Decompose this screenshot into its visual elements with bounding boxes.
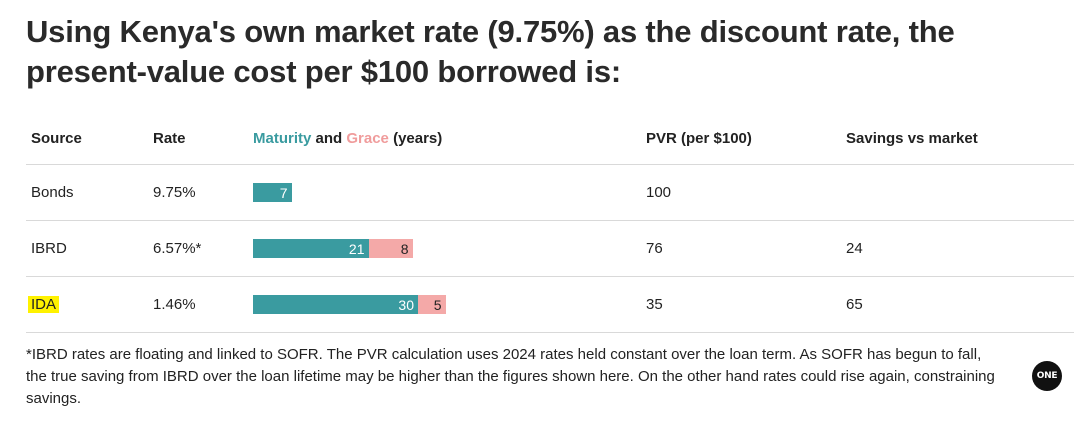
source-label-highlighted: IDA <box>28 296 60 313</box>
table-row: IBRD 6.57%* 21 8 76 24 <box>26 221 1074 277</box>
header-savings: Savings vs market <box>846 129 978 147</box>
bar-group: 7 <box>253 183 292 202</box>
maturity-bar: 7 <box>253 183 292 202</box>
page-title: Using Kenya's own market rate (9.75%) as… <box>26 14 955 89</box>
legend-grace: Grace <box>346 129 389 147</box>
table-row: Bonds 9.75% 7 100 <box>26 165 1074 221</box>
header-rate: Rate <box>153 129 186 147</box>
grace-label: 5 <box>433 296 442 313</box>
bar-group: 30 5 <box>253 295 446 314</box>
bar-group: 21 8 <box>253 239 413 258</box>
maturity-label: 7 <box>279 184 288 201</box>
pvr-cell: 76 <box>646 240 663 257</box>
legend-years: (years) <box>388 129 443 147</box>
maturity-bar: 21 <box>253 239 369 258</box>
maturity-label: 21 <box>348 240 365 257</box>
pvr-table: Source Rate Maturity and Grace (years) P… <box>26 112 1074 333</box>
source-cell: IDA <box>28 277 60 332</box>
pvr-cell: 35 <box>646 296 663 313</box>
savings-cell: 65 <box>846 296 863 313</box>
source-cell: Bonds <box>31 165 74 220</box>
grace-bar: 5 <box>418 295 446 314</box>
maturity-bar: 30 <box>253 295 418 314</box>
legend-and: and <box>311 129 347 147</box>
source-label: Bonds <box>31 184 74 201</box>
grace-bar: 8 <box>368 239 413 258</box>
one-logo: ONE <box>1032 361 1062 391</box>
rate-cell: 6.57%* <box>153 240 202 257</box>
header-maturity-grace: Maturity and Grace (years) <box>253 112 442 164</box>
rate-cell: 1.46% <box>153 296 196 313</box>
source-label: IBRD <box>31 240 67 257</box>
source-cell: IBRD <box>31 221 67 276</box>
header-pvr: PVR (per $100) <box>646 129 752 147</box>
footnote: *IBRD rates are floating and linked to S… <box>26 346 995 407</box>
legend-maturity: Maturity <box>253 129 312 147</box>
pvr-cell: 100 <box>646 184 672 201</box>
grace-label: 8 <box>400 240 409 257</box>
rate-cell: 9.75% <box>153 184 196 201</box>
header-source: Source <box>31 129 82 147</box>
savings-cell: 24 <box>846 240 863 257</box>
table-header: Source Rate Maturity and Grace (years) P… <box>26 112 1074 165</box>
maturity-label: 30 <box>398 296 414 313</box>
table-row: IDA 1.46% 30 5 35 65 <box>26 277 1074 333</box>
